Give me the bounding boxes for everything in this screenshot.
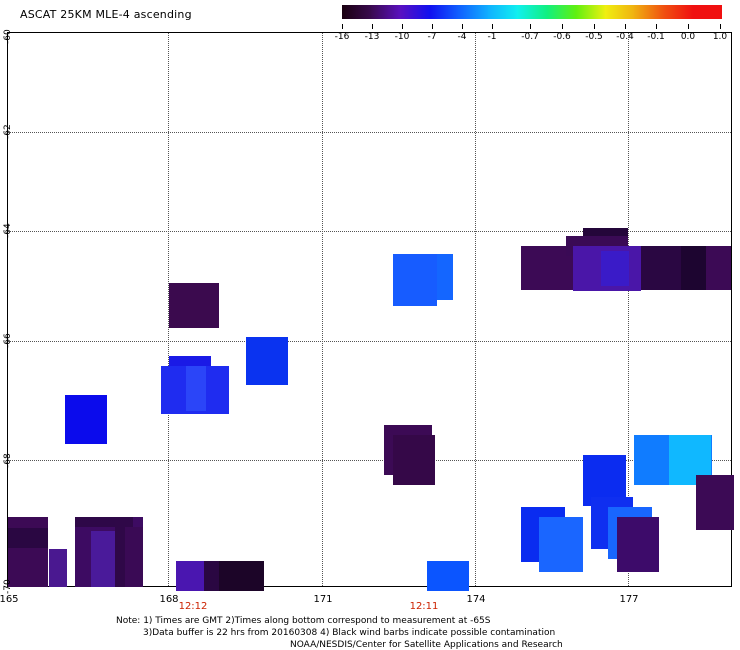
note-line-1: Note: 1) Times are GMT 2)Times along bot… xyxy=(116,616,491,626)
colorbar-segment xyxy=(605,5,635,19)
latitude-label: -62 xyxy=(3,124,13,139)
scatterometer-cell xyxy=(393,435,435,485)
scatterometer-cell xyxy=(246,337,288,385)
colorbar-label: -0.4 xyxy=(616,32,634,42)
scatterometer-cell xyxy=(65,395,107,444)
map-title: ASCAT 25KM MLE-4 ascending xyxy=(20,8,192,21)
colorbar-label: -0.5 xyxy=(585,32,603,42)
colorbar-tick xyxy=(492,24,493,29)
longitude-gridline xyxy=(628,33,629,586)
latitude-gridline xyxy=(8,132,731,133)
colorbar-tick xyxy=(594,24,595,29)
colorbar-tick xyxy=(562,24,563,29)
longitude-label: 177 xyxy=(619,594,639,605)
colorbar-label: -13 xyxy=(364,32,380,42)
colorbar-segment xyxy=(342,5,372,19)
colorbar-tick xyxy=(402,24,403,29)
longitude-label: 168 xyxy=(159,594,179,605)
colorbar-tick xyxy=(530,24,531,29)
colorbar-label: -0.7 xyxy=(521,32,539,42)
scatterometer-cell xyxy=(393,254,437,306)
latitude-label: -60 xyxy=(3,29,13,44)
colorbar: -16 -13 -10 -7 -4 -1 -0.7 -0.6 -0.5 -0.4 -0.1 0.0 1.… xyxy=(335,5,727,42)
colorbar-label: -16 xyxy=(334,32,350,42)
longitude-gridline xyxy=(475,33,476,586)
colorbar-label: 0.0 xyxy=(680,32,696,42)
colorbar-segment xyxy=(517,5,548,19)
longitude-label: 165 xyxy=(0,594,19,605)
scatterometer-cell xyxy=(219,561,264,591)
pass-time-label: 12:12 xyxy=(178,601,208,612)
colorbar-segment xyxy=(371,5,401,19)
scatterometer-cell xyxy=(75,517,133,527)
colorbar-segment xyxy=(575,5,606,19)
scatterometer-cell xyxy=(696,475,734,530)
map-plot xyxy=(7,32,734,591)
colorbar-tick xyxy=(432,24,433,29)
longitude-gridline xyxy=(322,33,323,586)
colorbar-label: 1.0 xyxy=(712,32,728,42)
colorbar-segment xyxy=(429,5,460,19)
scatterometer-cell xyxy=(539,517,583,572)
colorbar-label: -4 xyxy=(457,32,467,42)
scatterometer-cell xyxy=(617,517,659,572)
note-line-2: 3)Data buffer is 22 hrs from 20160308 4)… xyxy=(143,628,556,638)
scatterometer-cell xyxy=(601,251,629,286)
scatterometer-cell xyxy=(8,528,48,548)
colorbar-label: -0.6 xyxy=(553,32,571,42)
scatterometer-cell xyxy=(706,246,728,290)
colorbar-label: -7 xyxy=(427,32,437,42)
colorbar-segment xyxy=(400,5,431,19)
latitude-label: -70 xyxy=(3,579,13,594)
colorbar-tick xyxy=(625,24,626,29)
latitude-gridline xyxy=(8,231,731,232)
latitude-gridline xyxy=(8,341,731,342)
scatterometer-cell xyxy=(427,561,469,591)
colorbar-tick xyxy=(720,24,721,29)
latitude-gridline xyxy=(8,460,731,461)
scatterometer-cell xyxy=(91,531,115,587)
colorbar-label: -1 xyxy=(487,32,497,42)
colorbar-label: -0.1 xyxy=(647,32,665,42)
colorbar-label: -10 xyxy=(394,32,410,42)
colorbar-segment xyxy=(634,5,665,19)
longitude-gridline xyxy=(168,33,169,586)
latitude-label: -64 xyxy=(3,223,13,238)
colorbar-tick xyxy=(688,24,689,29)
colorbar-tick xyxy=(342,24,343,29)
scatterometer-cell xyxy=(49,549,67,587)
note-line-3: NOAA/NESDIS/Center for Satellite Applica… xyxy=(290,640,563,650)
colorbar-segment xyxy=(692,5,723,19)
colorbar-segment xyxy=(546,5,577,19)
colorbar-tick xyxy=(462,24,463,29)
latitude-label: -66 xyxy=(3,333,13,348)
scatterometer-cell xyxy=(186,366,206,411)
longitude-label: 174 xyxy=(466,594,486,605)
colorbar-segment xyxy=(458,5,489,19)
longitude-label: 171 xyxy=(313,594,333,605)
colorbar-tick xyxy=(372,24,373,29)
colorbar-segment xyxy=(663,5,694,19)
pass-time-label: 12:11 xyxy=(409,601,439,612)
colorbar-segment xyxy=(488,5,518,19)
colorbar-tick xyxy=(656,24,657,29)
scatterometer-cell xyxy=(125,527,143,587)
scatterometer-cell xyxy=(176,561,204,591)
latitude-label: -68 xyxy=(3,453,13,468)
scatterometer-cell xyxy=(169,283,219,328)
